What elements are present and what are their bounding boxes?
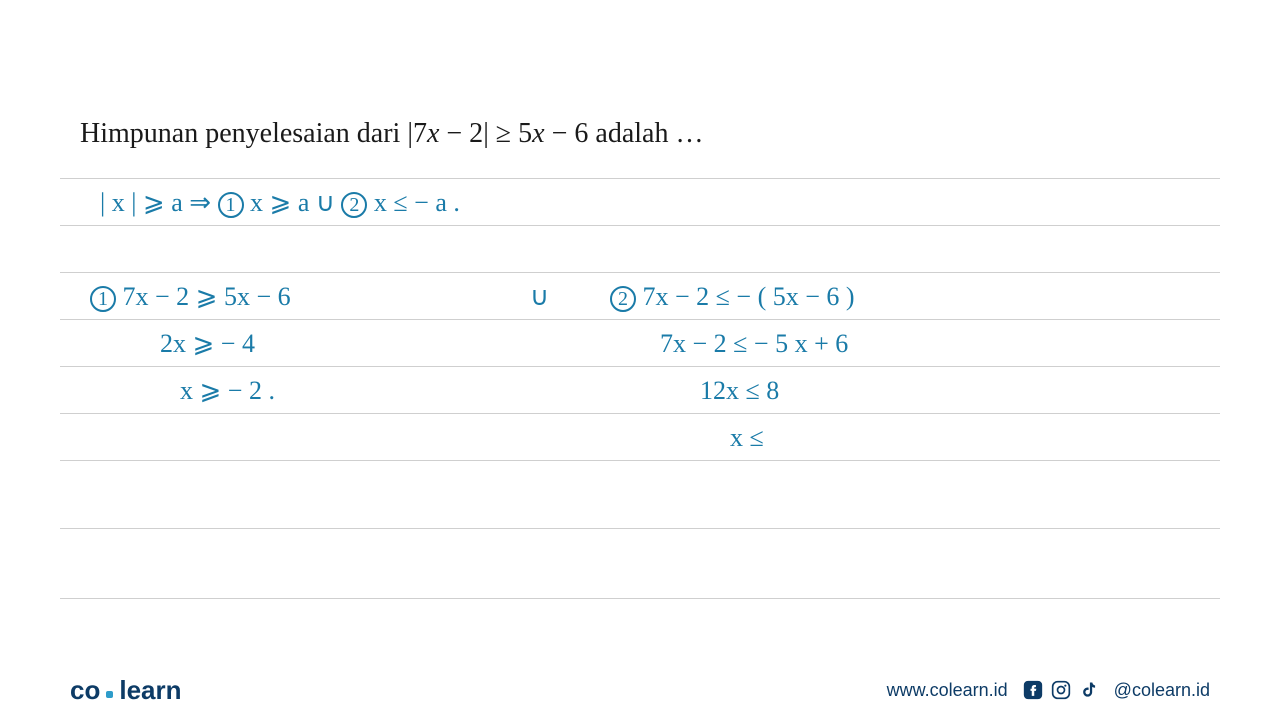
colearn-logo: co learn: [70, 675, 182, 706]
tiktok-icon: [1078, 679, 1100, 701]
hw-case2-line3: 12x ≤ 8: [700, 376, 779, 406]
logo-dot-icon: [106, 691, 113, 698]
math-coef-5: 5: [518, 118, 532, 149]
hw-case1-line3: x ⩾ − 2 .: [180, 376, 275, 406]
math-coef-7: 7: [413, 118, 427, 149]
hw-rule-part1: | x | ⩾ a ⇒: [100, 188, 218, 217]
math-minus-6: − 6: [545, 118, 589, 149]
footer-right-group: www.colearn.id @colearn.id: [887, 679, 1210, 701]
math-var-x1: x: [427, 118, 439, 149]
facebook-icon: [1022, 679, 1044, 701]
hw-circled-case2: 2: [610, 286, 636, 312]
hw-case2-line4: x ≤: [730, 423, 764, 453]
footer-url: www.colearn.id: [887, 680, 1008, 701]
logo-text-co: co: [70, 675, 100, 706]
hw-rule-definition: | x | ⩾ a ⇒ 1 x ⩾ a ∪ 2 x ≤ − a .: [100, 188, 460, 218]
instagram-icon: [1050, 679, 1072, 701]
question-suffix: adalah …: [588, 118, 703, 149]
social-icons-group: [1022, 679, 1100, 701]
rule-line: [60, 225, 1220, 226]
hw-circled-1: 1: [218, 192, 244, 218]
hw-union-symbol: ∪: [530, 282, 549, 312]
page-container: Himpunan penyelesaian dari |7x − 2| ≥ 5x…: [0, 0, 1280, 720]
rule-line: [60, 272, 1220, 273]
math-var-x2: x: [532, 118, 544, 149]
hw-case1-expr1: 7x − 2 ⩾ 5x − 6: [116, 282, 291, 311]
hw-case2-line1: 2 7x − 2 ≤ − ( 5x − 6 ): [610, 282, 855, 312]
rule-line: [60, 598, 1220, 599]
footer-bar: co learn www.colearn.id @colearn.id: [0, 660, 1280, 720]
rule-line: [60, 413, 1220, 414]
question-text: Himpunan penyelesaian dari |7x − 2| ≥ 5x…: [80, 118, 703, 150]
question-prefix: Himpunan penyelesaian dari: [80, 118, 407, 149]
hw-rule-mid: x ⩾ a ∪: [244, 188, 342, 217]
hw-circled-case1: 1: [90, 286, 116, 312]
math-geq: ≥: [489, 118, 518, 149]
rule-line: [60, 178, 1220, 179]
ruled-paper-area: | x | ⩾ a ⇒ 1 x ⩾ a ∪ 2 x ≤ − a . 1 7x −…: [60, 178, 1220, 640]
logo-text-learn: learn: [119, 675, 181, 706]
rule-line: [60, 366, 1220, 367]
hw-rule-end: x ≤ − a .: [367, 188, 459, 217]
math-minus-2: − 2: [439, 118, 483, 149]
hw-circled-2: 2: [341, 192, 367, 218]
hw-case1-line2: 2x ⩾ − 4: [160, 329, 255, 359]
rule-line: [60, 319, 1220, 320]
hw-case2-line2: 7x − 2 ≤ − 5 x + 6: [660, 329, 848, 359]
hw-case1-line1: 1 7x − 2 ⩾ 5x − 6: [90, 282, 291, 312]
rule-line: [60, 528, 1220, 529]
footer-handle: @colearn.id: [1114, 680, 1210, 701]
rule-line: [60, 460, 1220, 461]
hw-case2-expr1: 7x − 2 ≤ − ( 5x − 6 ): [636, 282, 855, 311]
